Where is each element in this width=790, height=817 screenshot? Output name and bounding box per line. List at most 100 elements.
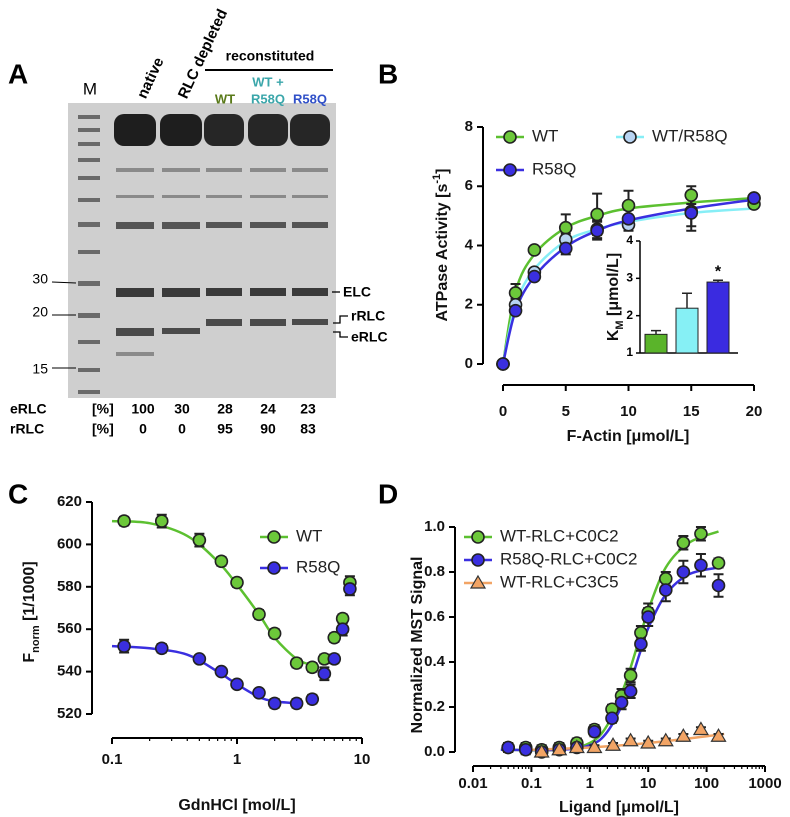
marker: [289, 656, 304, 670]
marker: [694, 526, 708, 541]
marker: [508, 303, 523, 318]
marker: [558, 220, 573, 235]
legend-marker: [469, 574, 487, 589]
fit-line: [111, 519, 313, 667]
legend-label: R58Q-RLC+C0C2: [500, 549, 637, 568]
legend-label: R58Q: [532, 159, 576, 178]
marker: [623, 668, 638, 683]
lane-label: WT +: [252, 74, 284, 89]
y-tick-label: 520: [57, 705, 82, 722]
gel-table: eRLC [%] 100 30 28 24 23 rRLC [%] 0 0 95 90 83: [10, 401, 316, 437]
x-tick-label: 1: [586, 775, 594, 792]
marker-size: 20: [32, 304, 48, 320]
y-axis-label-part: norm: [30, 625, 42, 653]
lane-label: R58Q: [251, 91, 285, 106]
marker: [621, 212, 636, 226]
marker-size: 15: [32, 361, 48, 377]
marker: [684, 188, 699, 202]
x-tick-label: 0.1: [521, 775, 542, 792]
marker: [117, 639, 131, 653]
group-label: reconstituted: [226, 48, 315, 64]
marker: [192, 533, 207, 547]
marker: [533, 743, 550, 758]
y-axis-label-part: [μmol/L]: [605, 253, 622, 321]
bar: [675, 307, 699, 354]
legend-label: R58Q: [296, 557, 340, 576]
marker: [605, 711, 619, 726]
x-axis-label: F-Actin [μmol/L]: [567, 428, 690, 445]
panel-label: C: [8, 478, 28, 509]
y-tick-label: 0.8: [424, 563, 445, 580]
marker-lane-label: M: [83, 79, 97, 98]
marker: [496, 357, 510, 371]
marker: [614, 695, 629, 710]
marker: [327, 652, 342, 666]
table-cell: [%]: [92, 401, 114, 417]
table-cell: 95: [217, 421, 233, 437]
band-label: eRLC: [351, 329, 388, 345]
band-pointers: [332, 291, 348, 338]
marker: [289, 696, 304, 711]
lane-label: native: [134, 55, 168, 101]
lane-label: RLC depleted: [175, 7, 231, 102]
x-tick-label: 100: [694, 775, 719, 792]
marker: [527, 243, 542, 257]
x-tick-label: 15: [683, 403, 700, 420]
marker: [527, 269, 542, 284]
table-cell: 90: [260, 421, 276, 437]
y-tick-label: 2: [465, 296, 473, 313]
marker: [675, 728, 692, 742]
marker: [658, 583, 673, 597]
marker: [676, 565, 691, 579]
panel-label: D: [378, 478, 398, 509]
marker: [586, 739, 603, 754]
x-tick-label: 0: [499, 403, 507, 420]
x-tick-label: 5: [562, 403, 570, 420]
panel-label: B: [378, 58, 398, 89]
x-axis-label: Ligand [μmol/L]: [559, 799, 679, 816]
legend-label: WT-RLC+C3C5: [500, 572, 619, 591]
marker: [551, 741, 568, 756]
marker: [267, 626, 282, 641]
x-tick-label: 10: [640, 775, 657, 792]
marker: [568, 739, 585, 754]
marker: [230, 575, 244, 590]
marker: [154, 514, 169, 528]
error-bar: [713, 279, 723, 283]
y-axis-label: KM [μmol/L]: [605, 253, 626, 341]
table-cell: 23: [300, 401, 316, 417]
gel-background: [68, 103, 336, 398]
legend-marker: [471, 530, 485, 544]
x-tick-label: 20: [746, 403, 763, 420]
y-axis-label-part: ]: [434, 169, 451, 174]
marker: [508, 286, 523, 300]
marker: [558, 241, 573, 256]
panel-label: A: [8, 58, 28, 89]
y-tick-label: 1.0: [424, 518, 445, 535]
x-tick-label: 0.1: [102, 751, 123, 768]
marker: [230, 677, 244, 692]
marker: [252, 607, 266, 622]
marker: [518, 742, 533, 757]
table-cell: 28: [217, 401, 233, 417]
marker: [684, 206, 699, 220]
legend-label: WT/R58Q: [652, 126, 728, 145]
legend-marker: [267, 561, 281, 575]
sample-bands: [114, 114, 330, 356]
y-axis-label: Normalized MST Signal: [409, 557, 426, 734]
y-tick-label: 620: [57, 493, 82, 510]
gel: A M native RLC depleted reconstituted WT…: [8, 7, 388, 437]
marker-bands: [78, 115, 100, 394]
table-cell: 83: [300, 421, 316, 437]
legend-marker: [503, 163, 517, 177]
legend-marker: [503, 130, 517, 144]
y-axis-label-part: F: [21, 653, 38, 663]
legend-marker: [471, 553, 485, 567]
marker: [154, 641, 169, 656]
marker-pointers: [51, 281, 77, 369]
y-tick-label: 6: [465, 177, 473, 194]
table-cell: 0: [139, 421, 147, 437]
marker: [676, 535, 691, 550]
table-cell: 24: [260, 401, 276, 417]
